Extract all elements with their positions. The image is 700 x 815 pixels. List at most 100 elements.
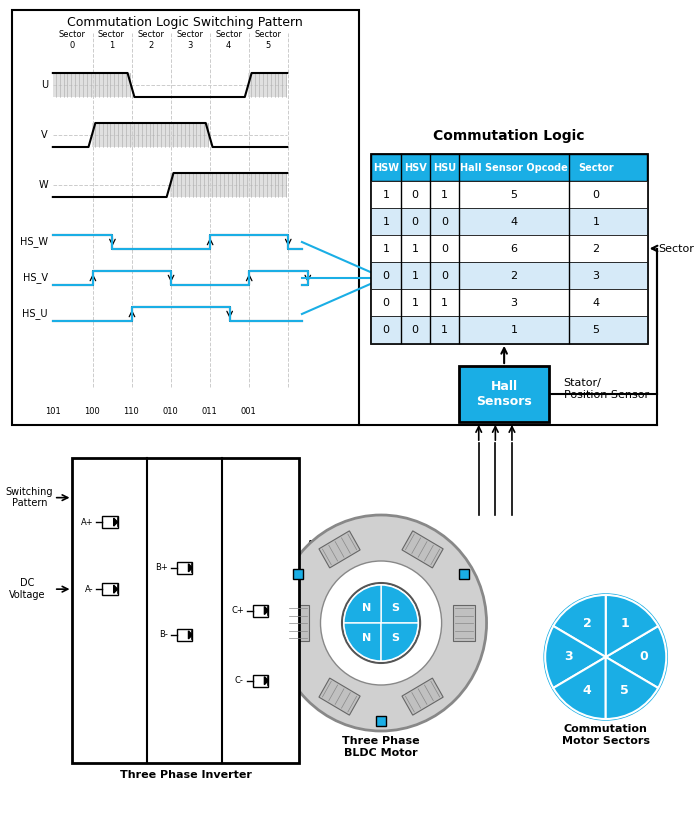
Text: 0: 0 <box>412 190 419 200</box>
Text: HS_V: HS_V <box>23 272 48 284</box>
Bar <box>209 173 248 197</box>
Circle shape <box>342 583 420 663</box>
Text: Sector: Sector <box>578 162 614 173</box>
Polygon shape <box>265 676 268 685</box>
Text: 1: 1 <box>412 297 419 307</box>
Polygon shape <box>113 585 118 593</box>
Wedge shape <box>344 623 381 661</box>
Bar <box>92 123 131 147</box>
Bar <box>287 605 309 641</box>
Text: Sector
1: Sector 1 <box>98 30 125 50</box>
Text: 1: 1 <box>412 271 419 280</box>
Bar <box>52 73 92 97</box>
Text: 010: 010 <box>162 407 178 416</box>
Polygon shape <box>113 518 118 526</box>
Circle shape <box>545 595 666 719</box>
Text: HSU: HSU <box>433 162 456 173</box>
Bar <box>72 458 299 763</box>
Text: Sector
5: Sector 5 <box>254 30 281 50</box>
Text: DC
Voltage: DC Voltage <box>9 579 46 600</box>
Text: 1: 1 <box>382 190 389 200</box>
Text: Sector
0: Sector 0 <box>59 30 86 50</box>
Text: 4: 4 <box>510 217 517 227</box>
Text: A: A <box>307 540 314 549</box>
Bar <box>371 181 647 208</box>
Bar <box>371 235 647 262</box>
Text: Stator/
Position Sensor: Stator/ Position Sensor <box>564 378 649 400</box>
Bar <box>170 173 209 197</box>
Bar <box>12 10 358 425</box>
Text: 0: 0 <box>412 324 419 334</box>
Text: HSV: HSV <box>404 162 426 173</box>
Bar <box>176 629 193 641</box>
Text: C-: C- <box>235 676 244 685</box>
Text: C+: C+ <box>231 606 244 615</box>
Polygon shape <box>188 631 193 639</box>
Bar <box>454 605 475 641</box>
Text: 110: 110 <box>123 407 139 416</box>
Bar <box>102 584 118 595</box>
Text: 0: 0 <box>592 190 599 200</box>
Bar <box>92 73 131 97</box>
Polygon shape <box>188 564 193 572</box>
Text: HSW: HSW <box>373 162 399 173</box>
Text: S: S <box>391 632 400 643</box>
Text: Three Phase Inverter: Three Phase Inverter <box>120 770 251 780</box>
Bar <box>371 208 647 235</box>
Wedge shape <box>344 585 381 623</box>
Bar <box>248 73 287 97</box>
Text: 0: 0 <box>441 244 448 253</box>
Text: 001: 001 <box>240 407 256 416</box>
Bar <box>371 154 647 181</box>
Bar <box>293 569 303 579</box>
Bar <box>319 678 360 715</box>
Bar <box>371 316 647 343</box>
Text: N: N <box>362 632 371 643</box>
Text: Hall sensor edge trigger
interrupt and communication point: Hall sensor edge trigger interrupt and c… <box>402 297 561 315</box>
Bar <box>459 366 549 422</box>
Text: 1: 1 <box>592 217 599 227</box>
Wedge shape <box>553 595 606 657</box>
Circle shape <box>276 515 486 731</box>
Bar <box>253 605 268 616</box>
Bar <box>376 716 386 726</box>
Text: Commutation Logic Switching Pattern: Commutation Logic Switching Pattern <box>67 15 303 29</box>
Wedge shape <box>606 595 658 657</box>
Circle shape <box>321 561 442 685</box>
Text: 3: 3 <box>592 271 599 280</box>
Bar <box>402 678 443 715</box>
Text: Hall Sensor Opcode: Hall Sensor Opcode <box>460 162 568 173</box>
Text: Commutation Logic: Commutation Logic <box>433 129 584 143</box>
Text: HS_U: HS_U <box>22 309 48 319</box>
Text: A+: A+ <box>80 518 93 526</box>
Text: 1: 1 <box>441 190 448 200</box>
Text: U: U <box>41 80 48 90</box>
Text: V: V <box>41 130 48 140</box>
Text: Three Phase
BLDC Motor: Three Phase BLDC Motor <box>342 736 420 758</box>
Wedge shape <box>381 623 418 661</box>
Bar <box>402 531 443 568</box>
Wedge shape <box>606 657 658 719</box>
Bar <box>102 516 118 528</box>
Wedge shape <box>553 657 606 719</box>
Text: 3: 3 <box>510 297 517 307</box>
Wedge shape <box>545 626 606 688</box>
Text: 3: 3 <box>564 650 573 663</box>
Text: B: B <box>307 601 314 610</box>
Text: 0: 0 <box>382 271 389 280</box>
Text: 1: 1 <box>382 217 389 227</box>
Text: 1: 1 <box>412 244 419 253</box>
Text: 1: 1 <box>620 617 629 630</box>
Text: 5: 5 <box>510 190 517 200</box>
Text: Sector
4: Sector 4 <box>215 30 242 50</box>
Bar <box>371 154 647 343</box>
Text: 0: 0 <box>639 650 648 663</box>
Text: 2: 2 <box>582 617 592 630</box>
Text: 2: 2 <box>510 271 517 280</box>
Text: 1: 1 <box>441 324 448 334</box>
Text: 4: 4 <box>592 297 599 307</box>
Text: 1: 1 <box>382 244 389 253</box>
Bar <box>371 289 647 316</box>
Bar <box>170 123 209 147</box>
Text: 5: 5 <box>620 684 629 697</box>
